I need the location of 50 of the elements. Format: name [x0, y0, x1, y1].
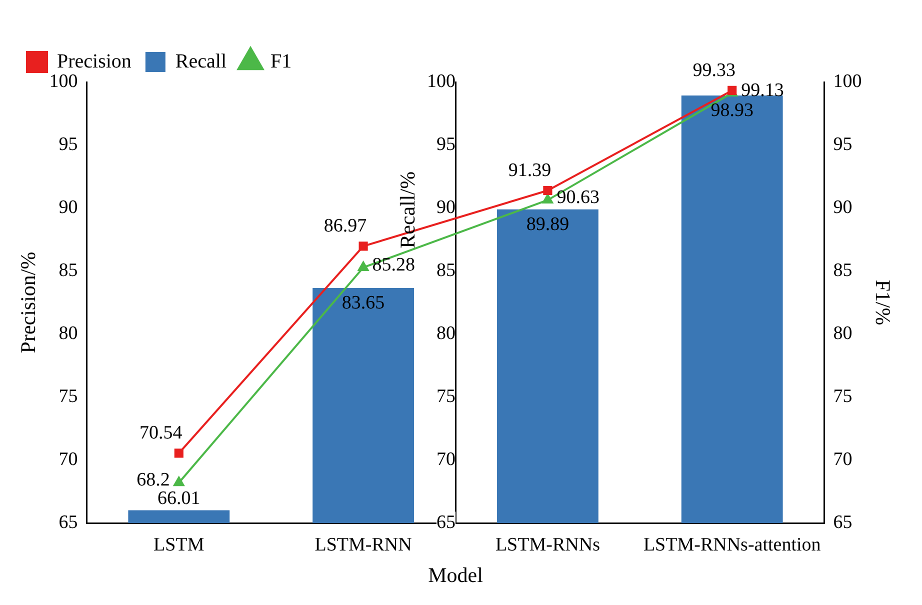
data-label: 99.33 [692, 60, 736, 81]
y2-tick-label: 85 [833, 260, 852, 281]
data-label: 85.28 [372, 254, 416, 276]
point [174, 476, 184, 486]
y-tick-label: 85 [58, 260, 78, 281]
y-tick-label: 95 [58, 134, 78, 155]
data-label: 70.54 [140, 422, 183, 444]
y-tick-label: 80 [58, 322, 78, 344]
point [358, 242, 368, 251]
y2-tick-label: 70 [833, 448, 852, 470]
y3-tick-label: 80 [436, 322, 456, 344]
y-tick-label: 100 [49, 70, 78, 92]
y3-tick-label: 75 [436, 386, 456, 407]
y3-tick-label: 100 [427, 70, 456, 92]
legend-label: Precision [57, 50, 132, 72]
y3-tick-label: 85 [436, 260, 456, 281]
data-label: 83.65 [342, 292, 385, 314]
x-axis-title: Model [428, 562, 484, 587]
y3-tick-label: 90 [436, 196, 456, 218]
y-axis-title: Precision/% [16, 252, 40, 354]
y3-tick-label: 70 [436, 448, 456, 470]
y3-tick-label: 65 [436, 512, 456, 533]
data-label: 86.97 [324, 216, 367, 237]
y2-tick-label: 80 [833, 322, 852, 344]
y2-tick-label: 90 [833, 196, 852, 218]
y-tick-label: 75 [58, 386, 78, 407]
y2-tick-label: 95 [833, 134, 852, 155]
x-tick-label: LSTM [154, 534, 204, 556]
y-tick-label: 90 [58, 196, 78, 218]
point [543, 186, 552, 196]
x-tick-label: LSTM-RNNs-attention [643, 534, 822, 556]
data-label: 98.93 [710, 100, 754, 121]
y3-tick-label: 95 [436, 134, 456, 155]
y2-axis-title: F1/% [870, 280, 895, 326]
x-tick-label: LSTM-RNNs [495, 534, 600, 556]
y-tick-label: 70 [58, 448, 78, 470]
x-tick-label: LSTM-RNN [314, 534, 412, 556]
y2-tick-label: 65 [833, 512, 852, 533]
y-tick-label: 65 [58, 512, 78, 533]
y2-tick-label: 75 [833, 386, 852, 407]
data-label: 91.39 [508, 160, 552, 181]
legend-label: Recall [175, 50, 227, 72]
point [542, 194, 554, 204]
point [358, 261, 369, 271]
y3-axis-title: Recall/% [396, 171, 420, 248]
data-label: 90.63 [556, 187, 600, 208]
point [174, 448, 184, 458]
data-label: 89.89 [526, 214, 570, 235]
y2-tick-label: 100 [833, 70, 862, 92]
legend-label: F1 [270, 50, 292, 72]
